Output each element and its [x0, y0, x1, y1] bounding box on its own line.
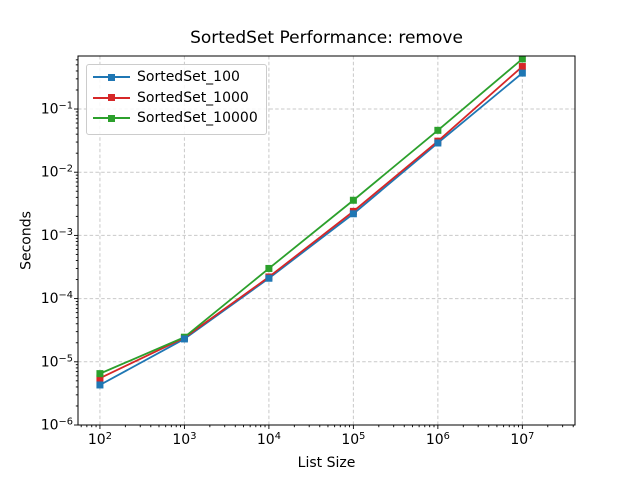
- y-tick-label: 10−5: [41, 353, 73, 370]
- series-line-SortedSet_10000: [99, 58, 523, 375]
- marker-SortedSet_10000: [349, 196, 357, 204]
- marker-SortedSet_10000: [96, 370, 104, 378]
- x-tick-label: 106: [426, 431, 450, 448]
- x-tick-label: 103: [172, 431, 196, 448]
- series-markers: [96, 56, 526, 389]
- axis-ticks: [74, 59, 574, 429]
- x-tick-label: 105: [341, 431, 365, 448]
- legend-label: SortedSet_1000: [137, 89, 249, 106]
- marker-SortedSet_10000: [434, 126, 442, 134]
- series-line-SortedSet_1000: [99, 65, 523, 380]
- marker-SortedSet_10000: [265, 264, 273, 272]
- y-tick-label: 10−1: [41, 101, 73, 118]
- legend-line-marker-icon: [93, 73, 130, 82]
- y-tick-label: 10−4: [41, 290, 73, 307]
- legend-entry: SortedSet_10000: [93, 108, 258, 129]
- legend-square-marker: [108, 94, 115, 102]
- legend-line-marker-icon: [93, 114, 130, 123]
- legend-entry: SortedSet_1000: [93, 88, 258, 109]
- y-tick-label: 10−6: [41, 417, 73, 434]
- x-tick-label: 102: [88, 431, 112, 448]
- x-tick-label: 107: [510, 431, 534, 448]
- legend-square-marker: [108, 114, 115, 122]
- legend-label: SortedSet_10000: [137, 110, 258, 127]
- series-line-SortedSet_100: [99, 72, 523, 386]
- marker-SortedSet_10000: [518, 56, 526, 63]
- legend-line-marker-icon: [93, 93, 130, 102]
- legend: SortedSet_100 SortedSet_1000 SortedSet_100…: [86, 64, 267, 135]
- marker-SortedSet_100: [180, 335, 188, 343]
- tick-labels: 102 103 104 105 106 107 10−6 10−5 10−4 10−3 10−2 10…: [41, 101, 535, 448]
- x-axis-label: List Size: [297, 455, 356, 471]
- x-tick-label: 104: [257, 431, 281, 448]
- legend-square-marker: [108, 73, 115, 81]
- marker-SortedSet_100: [349, 210, 357, 218]
- y-axis-label: Seconds: [18, 211, 35, 270]
- marker-SortedSet_100: [434, 139, 442, 147]
- marker-SortedSet_100: [518, 69, 526, 77]
- chart-title: SortedSet Performance: remove: [190, 28, 463, 48]
- marker-SortedSet_100: [265, 274, 273, 282]
- y-tick-label: 10−2: [41, 164, 73, 181]
- plot-border: [77, 55, 576, 426]
- marker-SortedSet_100: [96, 381, 104, 389]
- marker-SortedSet_1000: [96, 374, 104, 382]
- legend-label: SortedSet_100: [137, 69, 240, 86]
- marker-SortedSet_1000: [518, 63, 526, 71]
- series-lines: [99, 58, 523, 386]
- legend-entry: SortedSet_100: [93, 67, 258, 88]
- y-tick-label: 10−3: [41, 227, 73, 244]
